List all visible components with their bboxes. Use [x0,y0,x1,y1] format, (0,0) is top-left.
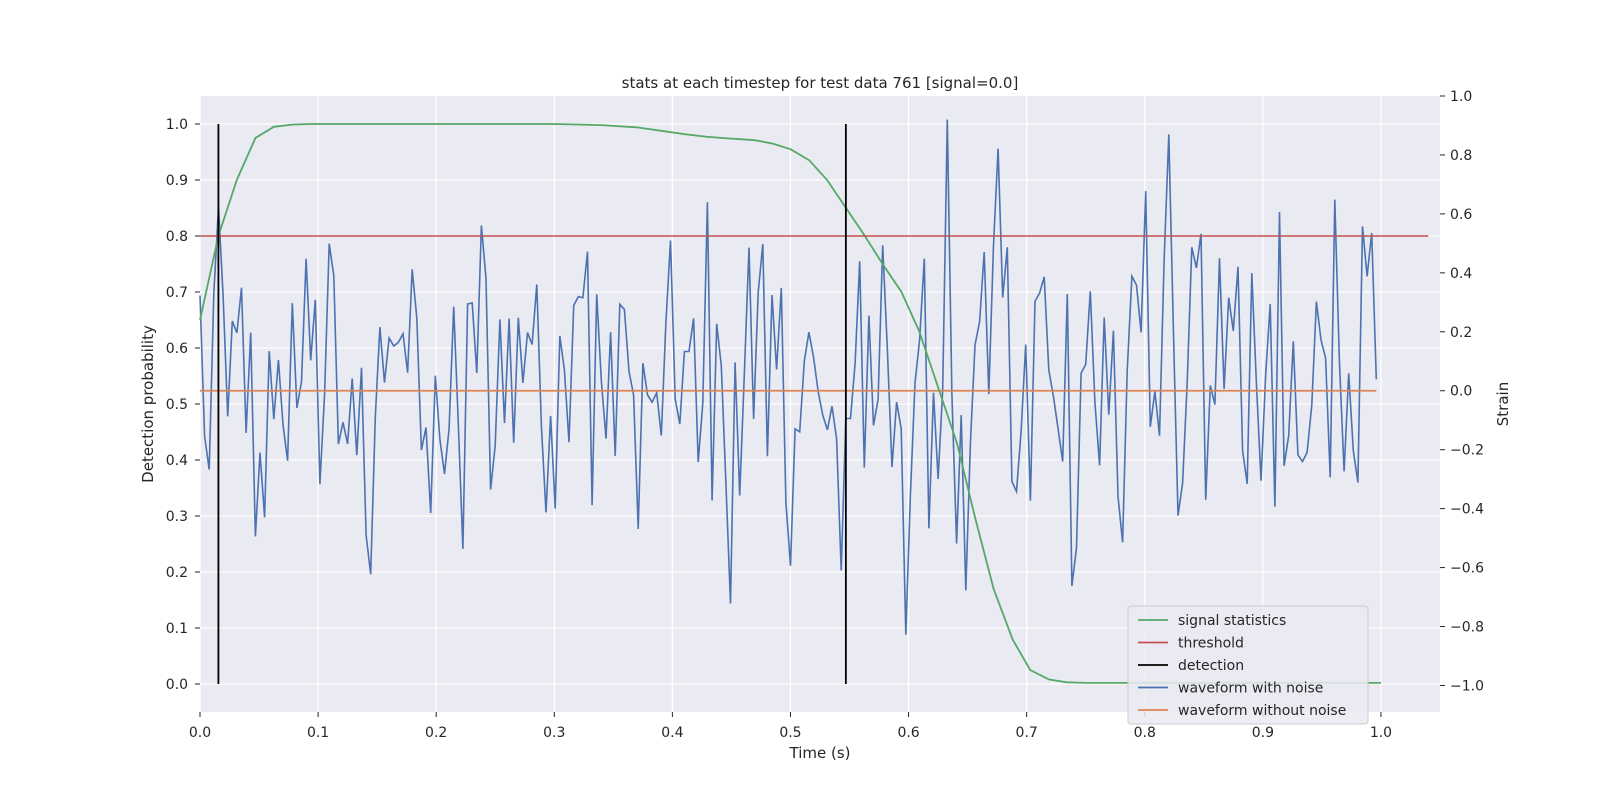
y-tick-label: 0.8 [166,229,188,245]
y2-tick-label: 0.0 [1450,384,1472,400]
y-tick-labels: 0.0 0.1 0.2 0.3 0.4 0.5 0.6 0.7 0.8 0.9 1.0 [166,117,200,693]
legend: signal statistics threshold detection wavef… [1127,605,1369,725]
y2-tick-label: −0.4 [1450,502,1484,518]
x-tick-label: 0.0 [189,725,211,741]
y-axis-label: Detection probability [139,325,157,483]
x-tick-label: 0.6 [897,725,919,741]
series-signal-statistics [199,123,1381,684]
y2-tick-label: 0.6 [1450,207,1472,223]
y2-axis-label: Strain [1494,382,1512,426]
x-tick-label: 0.5 [779,725,801,741]
y-tick-label: 0.5 [166,397,188,413]
y2-tick-label: 0.8 [1450,148,1472,164]
x-tick-label: 0.2 [425,725,447,741]
legend-label: waveform with noise [1178,681,1323,697]
y2-tick-label: −0.8 [1450,620,1484,636]
x-tick-label: 0.3 [543,725,565,741]
y-tick-label: 0.6 [166,341,188,357]
y2-tick-label: −1.0 [1450,678,1484,694]
y-tick-label: 0.7 [166,285,188,301]
y2-tick-label: 1.0 [1450,89,1472,105]
x-tick-label: 0.7 [1016,725,1038,741]
y-tick-label: 0.2 [166,565,188,581]
y2-tick-label: 0.2 [1450,325,1472,341]
legend-box [1127,605,1369,725]
y-tick-label: 0.0 [166,677,188,693]
y-tick-label: 0.1 [166,621,188,637]
x-axis-label: Time (s) [789,744,851,762]
x-tick-label: 0.8 [1134,725,1156,741]
y-tick-label: 0.3 [166,509,188,525]
x-tick-labels: 0.0 0.1 0.2 0.3 0.4 0.5 0.6 0.7 0.8 0.9 1.0 [189,712,1392,741]
x-tick-label: 0.9 [1252,725,1274,741]
y2-tick-label: 0.4 [1450,266,1472,282]
chart-title: stats at each timestep for test data 761… [622,74,1019,92]
y-tick-label: 0.9 [166,173,188,189]
legend-label: threshold [1178,636,1244,652]
y2-tick-labels: −1.0 −0.8 −0.6 −0.4 −0.2 0.0 0.2 0.4 0.6 0.8 1.0 [1440,89,1484,694]
y-tick-label: 0.4 [166,453,188,469]
x-tick-label: 0.1 [307,725,329,741]
x-tick-label: 1.0 [1370,725,1392,741]
legend-label: signal statistics [1178,613,1286,629]
y2-tick-label: −0.6 [1450,561,1484,577]
legend-label: waveform without noise [1178,703,1346,719]
y-tick-label: 1.0 [166,117,188,133]
plot-series [199,119,1429,684]
x-tick-label: 0.4 [661,725,683,741]
legend-label: detection [1178,658,1244,674]
series-waveform-with-noise [199,119,1378,635]
y2-tick-label: −0.2 [1450,443,1484,459]
